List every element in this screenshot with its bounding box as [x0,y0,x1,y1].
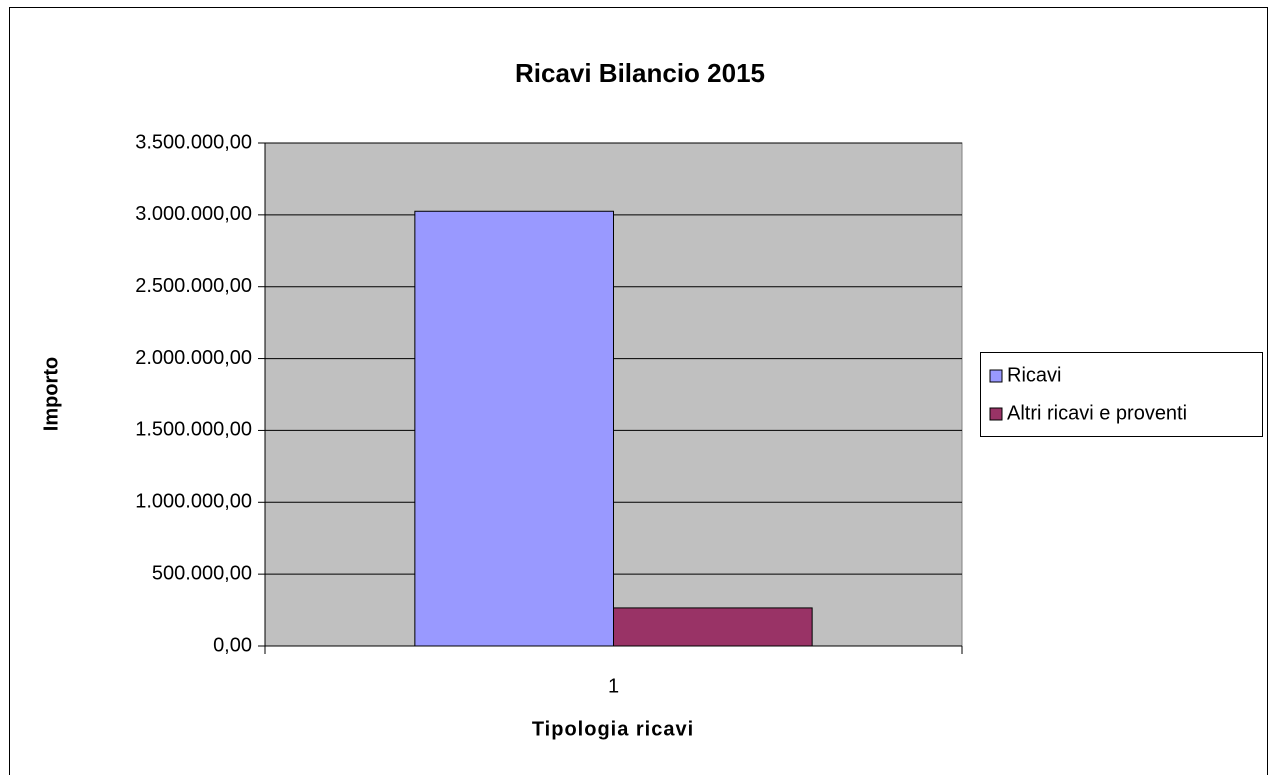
y-tick-label: 500.000,00 [152,562,252,584]
legend-swatch [989,369,1003,383]
y-tick-label: 3.000.000,00 [135,203,252,225]
legend-box [980,352,1263,437]
x-tick-label: 1 [608,675,619,697]
legend: Ricavi Altri ricavi e proventi [980,352,1263,437]
y-axis-title: Importo [40,357,62,431]
y-tick-label: 3.500.000,00 [135,131,252,153]
y-tick-label: 0,00 [213,634,252,656]
legend-swatch [989,407,1003,421]
y-tick-label: 2.500.000,00 [135,275,252,297]
y-tick-label: 2.000.000,00 [135,347,252,369]
x-axis-title: Tipologia ricavi [532,718,694,740]
y-tick-label: 1.000.000,00 [135,491,252,513]
bar [414,210,615,647]
legend-label: Ricavi [1007,364,1061,386]
bar [613,607,813,647]
y-tick-label: 1.500.000,00 [135,419,252,441]
legend-label: Altri ricavi e proventi [1007,402,1187,424]
chart-title: Ricavi Bilancio 2015 [515,58,765,88]
